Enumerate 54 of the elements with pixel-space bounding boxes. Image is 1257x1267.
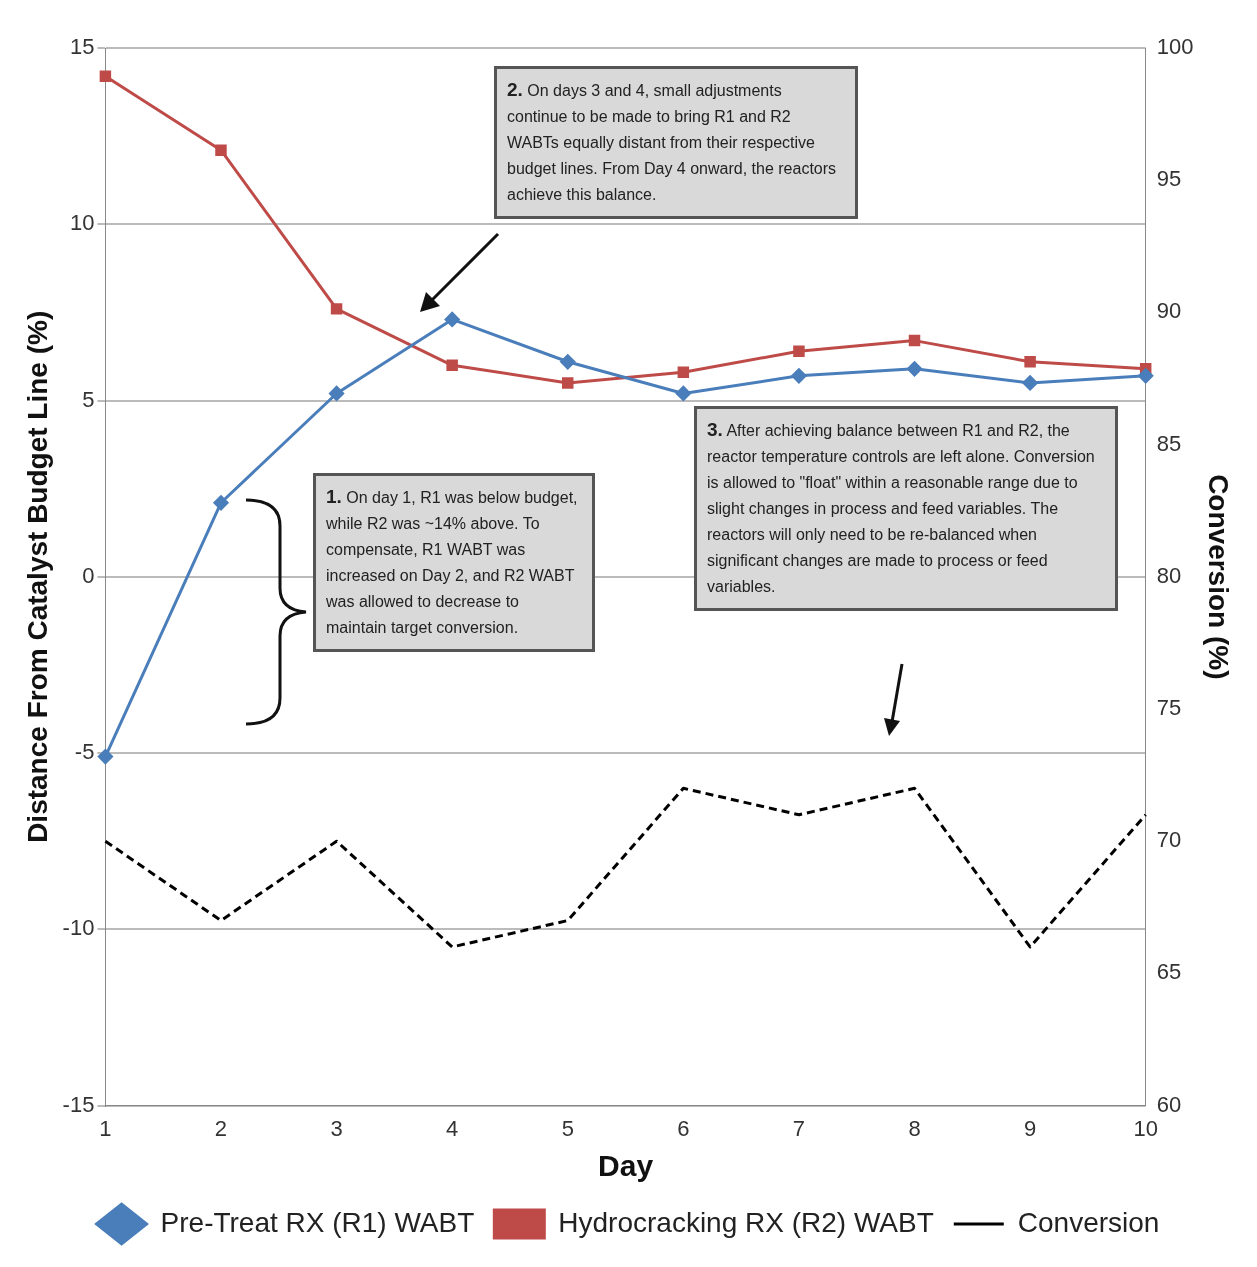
x-tick-label: 5: [561, 1115, 574, 1141]
point: [215, 144, 227, 156]
point: [908, 334, 921, 347]
y-tick-label: 15: [69, 34, 95, 60]
x-tick-label: 4: [446, 1115, 459, 1141]
y2-tick-label: 65: [1156, 959, 1182, 985]
y2-tick-label: 60: [1156, 1091, 1182, 1117]
y-tick-label: 5: [82, 386, 95, 412]
point: [1022, 375, 1038, 391]
y-tick-label: 10: [69, 210, 95, 236]
y2-tick-label: 75: [1156, 695, 1182, 721]
point: [97, 749, 113, 765]
y-tick-label: -10: [62, 915, 95, 941]
x-tick-label: 3: [330, 1115, 343, 1141]
legend-label: Conversion: [1017, 1206, 1160, 1238]
point: [329, 385, 345, 401]
y-axis-title: Distance From Catalyst Budget Line (%): [21, 310, 53, 843]
annotation: 2. On days 3 and 4, small adjustments continue to be made to bring R1 and R2 WABTs equally distant from their respective budget lines. From Day 4 onward, the reactors achieve this balance.: [494, 66, 858, 219]
x-axis-title: Day: [598, 1149, 654, 1183]
legend-label: Pre-Treat RX (R1) WABT: [160, 1206, 475, 1238]
y2-tick-label: 95: [1156, 166, 1182, 192]
point: [1024, 356, 1036, 368]
y2-tick-label: 90: [1156, 298, 1182, 324]
annotation: 1. On day 1, R1 was below budget, while R2 was ~14% above. To compensate, R1 WABT was increased on Day 2, and R2 WABT was allowed to decrease to maintain target conversion.: [313, 473, 595, 652]
point: [675, 385, 691, 401]
point: [562, 377, 574, 389]
point: [560, 354, 576, 370]
point: [99, 70, 112, 82]
annotation: 3. After achieving balance between R1 and R2, the reactor temperature controls are left alone. Conversion is allowed to "float" within a reasonable range due to slight changes in process and feed variables. The reactors will only need to be re-balanced when significant changes are made to process or feed variables.: [694, 406, 1118, 611]
y2-tick-label: 80: [1156, 562, 1182, 588]
point: [791, 368, 807, 384]
point: [793, 345, 805, 357]
x-tick-label: 1: [99, 1115, 112, 1141]
x-tick-label: 9: [1023, 1115, 1037, 1141]
point: [677, 366, 690, 379]
point: [1138, 368, 1154, 384]
legend-label: Hydrocracking RX (R2) WABT: [558, 1206, 934, 1238]
point: [213, 495, 229, 511]
y-tick-label: 0: [82, 562, 95, 588]
y-tick-label: -15: [62, 1091, 95, 1117]
y2-tick-label: 85: [1156, 430, 1182, 456]
point: [330, 303, 343, 315]
y2-tick-label: 100: [1156, 34, 1194, 60]
x-tick-label: 10: [1133, 1115, 1158, 1141]
x-tick-label: 2: [214, 1115, 228, 1141]
x-tick-label: 6: [677, 1115, 690, 1141]
point: [907, 361, 923, 377]
y2-axis-title: Conversion (%): [1203, 474, 1235, 680]
point: [446, 359, 458, 372]
x-tick-label: 7: [792, 1115, 806, 1141]
x-tick-label: 8: [908, 1115, 921, 1141]
point: [444, 311, 460, 327]
y2-tick-label: 70: [1156, 827, 1182, 853]
y-tick-label: -5: [74, 739, 95, 765]
